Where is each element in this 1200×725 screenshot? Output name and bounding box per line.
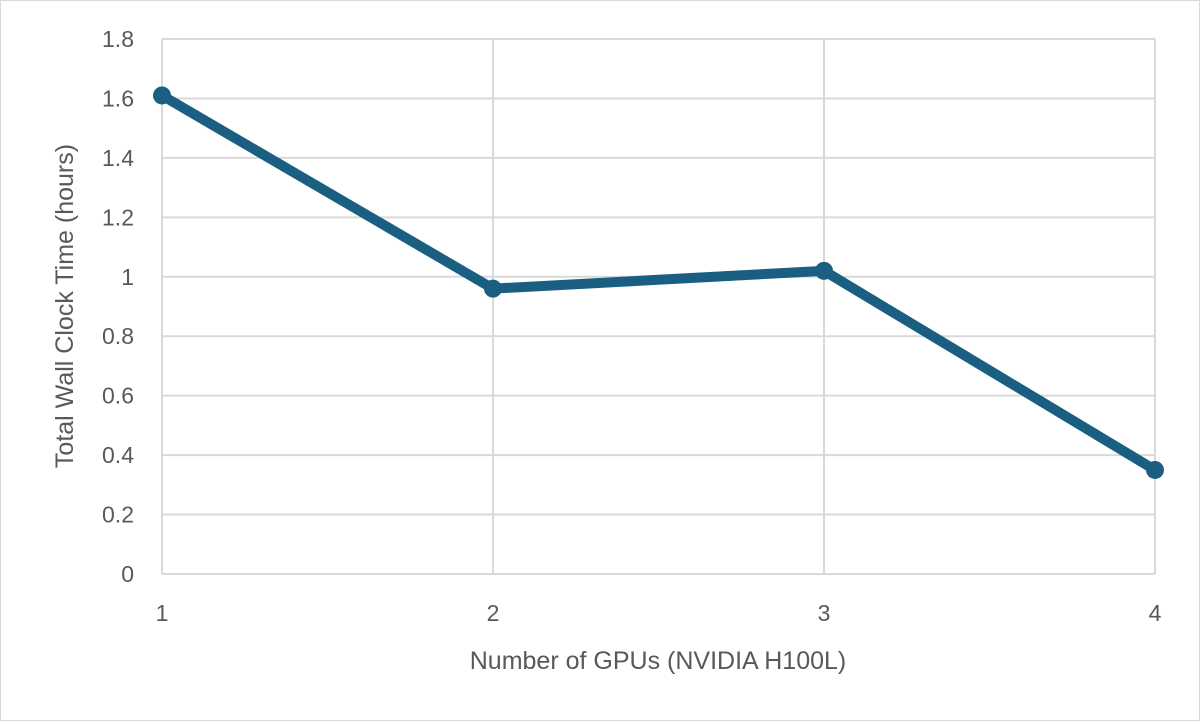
data-point [153,86,171,105]
y-tick-label: 1 [121,264,134,290]
data-point [1146,460,1164,479]
y-tick-label: 1.4 [102,145,134,171]
y-tick-label: 1.8 [102,26,134,52]
y-tick-label: 1.6 [102,85,134,111]
x-axis-label: Number of GPUs (NVIDIA H100L) [470,647,847,675]
y-tick-label: 0 [121,561,134,587]
series-line [159,91,1158,475]
y-tick-label: 0.2 [102,502,134,528]
y-tick-label: 0.8 [102,323,134,349]
y-tick-label: 0.4 [102,442,134,468]
data-point [815,261,833,280]
data-point [484,279,502,298]
x-tick-label: 2 [487,600,500,626]
x-tick-label: 3 [818,600,831,626]
x-tick-label: 1 [156,600,169,626]
y-tick-label: 0.6 [102,383,134,409]
x-tick-label: 4 [1149,600,1162,626]
y-axis-label: Total Wall Clock Time (hours) [51,144,79,468]
y-tick-label: 1.2 [102,204,134,230]
